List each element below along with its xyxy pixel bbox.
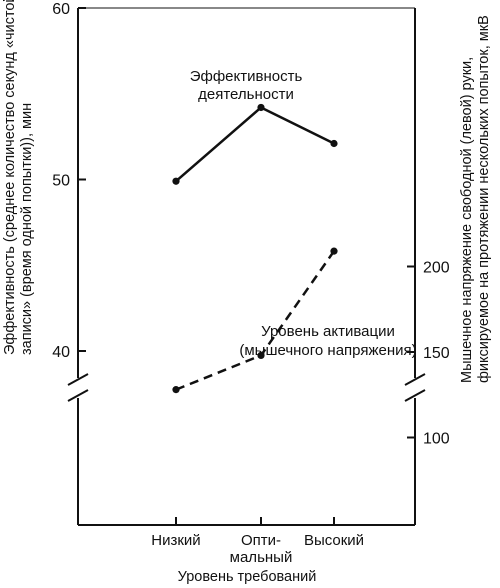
left-tick-label: 60: [52, 1, 70, 18]
left-tick-label: 50: [52, 173, 70, 190]
x-tick-label: Опти-: [241, 532, 281, 549]
right-axis-label-line2: фиксируемое на протяжении нескольких поп…: [476, 15, 492, 383]
right-ticks: 100 150 200: [407, 260, 450, 448]
series-label-performance-line1: Эффективность: [190, 68, 303, 85]
right-tick-label: 100: [423, 431, 450, 448]
x-tick-label: мальный: [230, 549, 293, 566]
series-label-activation: Уровень активации (мышечного напряжения): [239, 323, 416, 359]
plot-frame: [67, 7, 426, 526]
left-ticks: 40 50 60: [52, 1, 86, 361]
activation-data-point: [172, 386, 180, 394]
performance-data-point: [172, 177, 180, 185]
activation-series-line: [175, 250, 336, 391]
left-axis-break: [67, 373, 89, 402]
series-label-activation-line1: Уровень активации: [261, 323, 395, 340]
x-tick-label: Низкий: [151, 532, 200, 549]
performance-data-point: [330, 139, 338, 148]
x-tick-label: Высокий: [304, 532, 364, 549]
right-axis-break: [404, 373, 426, 402]
performance-data-point: [257, 103, 265, 112]
right-axis-label-line1: Мышечное напряжение свободной (левой) ру…: [459, 57, 475, 383]
left-axis-label: Эффективность (среднее количество секунд…: [2, 0, 35, 355]
right-tick-label: 150: [423, 345, 450, 362]
left-tick-label: 40: [52, 344, 70, 361]
right-axis-label: Мышечное напряжение свободной (левой) ру…: [459, 15, 492, 383]
series-layer: [172, 103, 338, 394]
left-axis-label-line2: записи» (время одной попытки)), мин: [19, 103, 35, 355]
series-label-activation-line2: (мышечного напряжения): [239, 342, 416, 359]
x-axis-label: Уровень требований: [178, 569, 317, 585]
performance-series-line: [175, 105, 335, 183]
left-axis-label-line1: Эффективность (среднее количество секунд…: [2, 0, 18, 355]
right-tick-label: 200: [423, 260, 450, 277]
activation-data-point: [330, 247, 338, 255]
x-ticks: Низкий Опти-мальный Высокий: [151, 517, 364, 566]
series-label-performance-line2: деятельности: [198, 86, 294, 103]
activation-data-point: [257, 351, 265, 360]
series-label-performance: Эффективность деятельности: [190, 68, 303, 103]
